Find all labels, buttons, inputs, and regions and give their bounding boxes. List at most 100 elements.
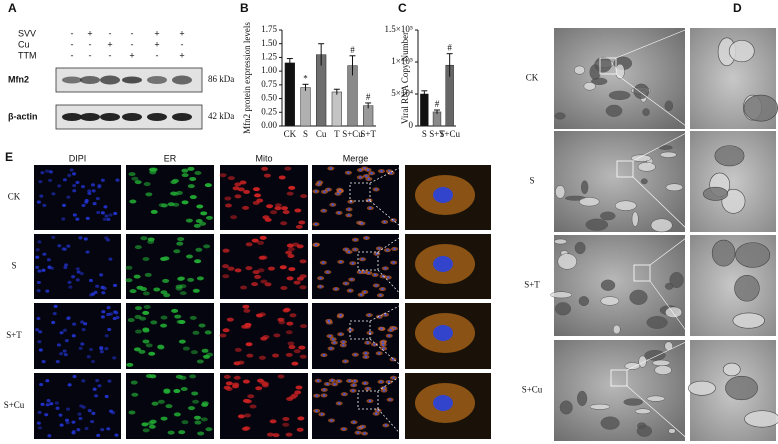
cell: [125, 278, 133, 283]
annotation: #: [435, 99, 440, 109]
nucleus: [387, 276, 390, 279]
cell: [157, 344, 165, 349]
cell: [181, 168, 189, 173]
nucleus: [359, 176, 362, 179]
nucleus: [348, 379, 351, 383]
tem-organelle: [714, 145, 745, 167]
cell: [264, 217, 272, 222]
cell: [239, 180, 247, 185]
cell: [242, 205, 250, 210]
nucleus: [364, 355, 368, 359]
zoom-box: [610, 369, 628, 387]
nucleus: [382, 386, 385, 390]
nucleus: [338, 189, 342, 193]
cell: [300, 324, 308, 329]
cell: [92, 201, 97, 206]
cell: [299, 354, 307, 359]
cell: [95, 378, 100, 383]
cell: [138, 349, 146, 354]
nucleus: [378, 315, 381, 318]
cell: [129, 289, 137, 294]
nucleus: [342, 340, 345, 344]
y-tick-label: 1.00: [261, 65, 277, 75]
tem-organelle: [743, 94, 778, 122]
zoom-line: [377, 269, 406, 300]
cell: [41, 360, 46, 364]
cell: [38, 348, 43, 352]
nucleus: [322, 394, 326, 397]
nucleus: [333, 383, 336, 386]
tem-organelle: [557, 253, 577, 270]
cell: [190, 350, 198, 355]
error-bar: [434, 109, 440, 114]
nucleus: [352, 383, 355, 387]
cell: [266, 432, 274, 437]
cell: [66, 244, 71, 248]
tem-organelle: [711, 239, 736, 267]
cell: [174, 314, 182, 319]
y-tick-label: 0.50: [261, 93, 277, 103]
blot-size: 86 kDa: [208, 74, 234, 84]
cell: [293, 349, 301, 354]
zoom-box: [599, 57, 617, 75]
cell: [61, 217, 66, 221]
cell: [115, 178, 120, 182]
cell: [37, 426, 42, 430]
tem-organelle: [600, 211, 616, 221]
cell: [282, 422, 290, 427]
cell: [66, 316, 71, 320]
cell: [205, 427, 213, 432]
zoom-box: [357, 390, 379, 410]
nucleus: [386, 248, 389, 252]
error-bar: [446, 53, 453, 77]
zoom-line: [649, 280, 691, 337]
cell: [113, 283, 118, 288]
zoom-nucleus: [433, 325, 453, 341]
cell: [140, 236, 148, 241]
cell: [55, 360, 60, 364]
error-bar: [333, 88, 340, 95]
cell: [92, 387, 97, 391]
nucleus: [322, 261, 325, 264]
cell: [160, 256, 168, 261]
cell: [273, 333, 281, 338]
cell: [67, 383, 72, 387]
tem-organelle: [614, 200, 637, 211]
zoom-line: [377, 408, 406, 440]
cell: [251, 238, 259, 243]
cell: [113, 211, 118, 216]
tem-organelle: [585, 218, 608, 231]
annotation: #: [350, 45, 355, 55]
cell: [134, 329, 142, 334]
condition-sign: -: [131, 28, 134, 38]
nucleus: [363, 382, 367, 385]
tem-organelle: [577, 390, 588, 407]
zoom-line: [377, 372, 406, 392]
nucleus: [344, 248, 348, 251]
nucleus: [389, 328, 392, 332]
tem-organelle: [574, 241, 586, 255]
tem-organelle: [725, 375, 758, 401]
cell: [259, 235, 267, 240]
cell: [45, 379, 50, 383]
nucleus: [330, 419, 333, 422]
cell: [77, 412, 82, 416]
cell: [99, 350, 104, 354]
nucleus: [353, 379, 357, 383]
cell: [234, 182, 242, 187]
cell: [39, 194, 44, 198]
cell: [237, 187, 245, 192]
cell: [284, 166, 292, 171]
nucleus: [315, 394, 318, 397]
nucleus: [347, 208, 351, 211]
nucleus: [349, 328, 352, 332]
cell: [100, 211, 105, 215]
cell: [177, 276, 185, 281]
cell: [94, 394, 99, 398]
y-tick-label: 1.5×10⁵: [385, 24, 413, 34]
cell: [282, 210, 290, 215]
nucleus: [337, 402, 341, 405]
cell: [299, 274, 307, 279]
cell: [196, 276, 204, 281]
cell: [288, 267, 296, 272]
